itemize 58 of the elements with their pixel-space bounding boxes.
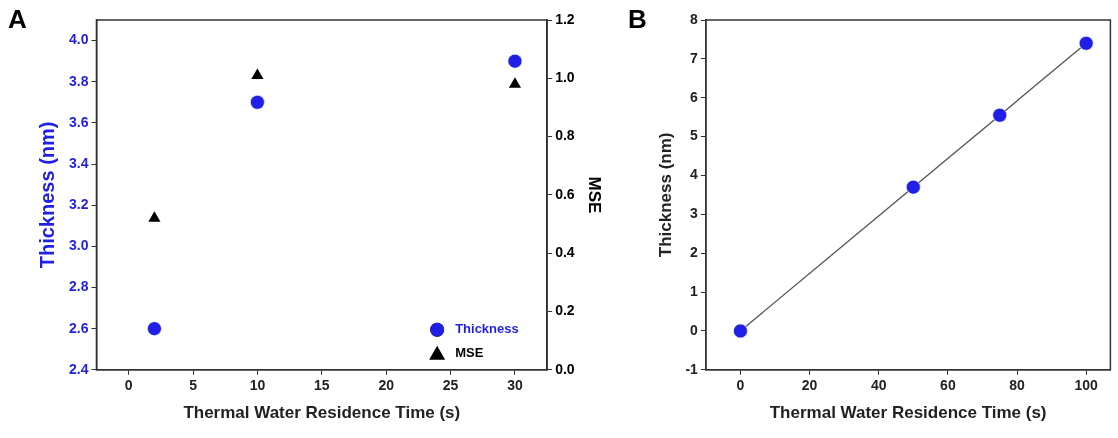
y-tick-label: 8 [690,10,699,27]
point [733,323,748,339]
y-tick-label: 7 [690,49,699,66]
point [251,68,264,79]
y-tick-label: 3 [690,205,699,222]
x-tick-label: 20 [378,377,395,394]
chart-title: A [8,4,27,35]
x-tick-label: 5 [189,377,198,394]
y-tick-label: 4.0 [68,31,89,48]
y-tick-label: 1 [690,282,699,299]
y2-tick-label: 0.6 [555,185,575,202]
y-tick-label: 2.8 [68,278,89,295]
x-axis-title: Thermal Water Residence Time (s) [769,403,1047,423]
y-tick-label: 5 [690,127,699,144]
y-tick-label: 3.8 [68,72,89,89]
y2-tick-label: 0.4 [555,244,575,261]
y-tick-label: 3.6 [68,113,89,130]
y-axis-title: Thickness (nm) [35,121,58,269]
point [906,179,921,195]
y2-axis-title: MSE [585,176,605,214]
y-tick-label: 3.0 [68,237,89,254]
y-axis-title: Thickness (nm) [655,132,675,258]
point [508,77,522,88]
x-tick-label: 40 [870,377,887,394]
legend-label: Thickness [455,321,519,337]
x-tick-label: 80 [1009,377,1026,394]
y-tick-label: 3.2 [68,196,89,213]
x-axis-title: Thermal Water Residence Time (s) [183,403,461,423]
y2-tick-label: 1.0 [555,69,575,86]
x-tick-label: 60 [940,377,956,394]
point [507,53,523,69]
y-tick-label: 2 [690,244,699,261]
y-tick-label: 6 [690,88,699,105]
x-tick-label: 10 [249,377,266,394]
y2-tick-label: 1.2 [555,10,575,27]
y2-tick-label: 0.8 [555,127,575,144]
y2-tick-label: 0.0 [555,360,575,377]
y-tick-label: 0 [690,321,699,338]
x-tick-label: 0 [124,377,133,394]
y-tick-label: 2.4 [68,360,89,377]
chart-title: B [628,4,647,35]
y-tick-label: 3.4 [68,154,89,171]
y-tick-label: -1 [685,360,699,377]
x-tick-label: 20 [801,377,818,394]
x-tick-label: 0 [736,377,745,394]
point [1078,36,1094,51]
x-tick-label: 15 [314,377,330,394]
x-tick-label: 30 [507,377,523,394]
point [147,321,162,336]
point [250,95,265,110]
y2-tick-label: 0.2 [555,302,575,319]
x-tick-label: 25 [442,377,459,394]
y-tick-label: 2.6 [68,319,89,336]
point [148,211,161,222]
legend-label: MSE [455,345,484,361]
y-tick-label: 4 [690,166,699,183]
x-tick-label: 100 [1074,377,1099,394]
point [992,107,1008,123]
